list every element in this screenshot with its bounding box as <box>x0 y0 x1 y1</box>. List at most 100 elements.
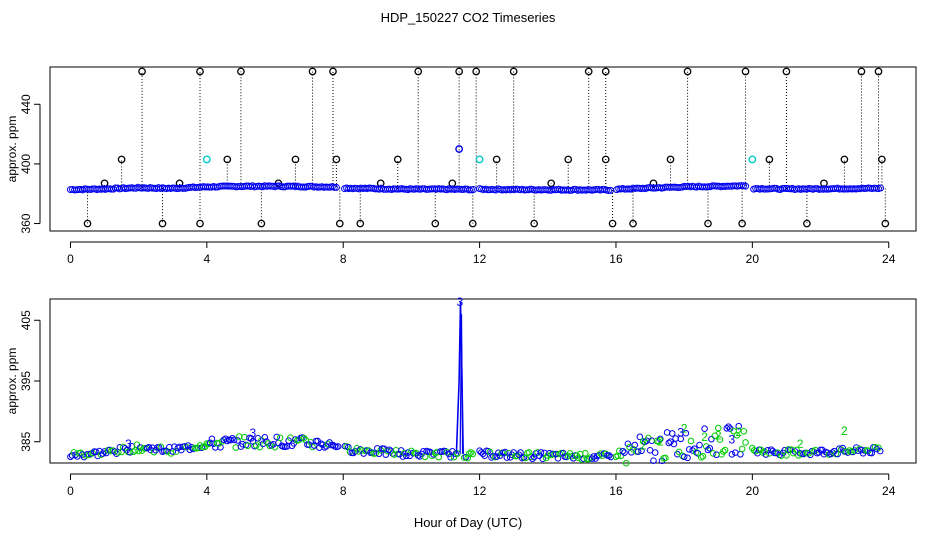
data-point <box>252 442 260 449</box>
spike-point <box>196 67 204 76</box>
data-point <box>720 448 727 455</box>
data-point <box>636 433 644 441</box>
data-point <box>629 445 637 453</box>
data-point <box>622 459 630 467</box>
spike-point <box>881 219 890 228</box>
spike-point <box>332 155 341 164</box>
data-point <box>230 436 238 444</box>
data-point <box>85 451 93 459</box>
spike-point <box>629 219 637 228</box>
data-point <box>730 427 737 435</box>
data-point <box>177 446 185 454</box>
data-point <box>708 435 715 443</box>
data-point <box>402 452 410 460</box>
highlight-point <box>748 155 757 164</box>
data-point <box>527 453 535 461</box>
data-point <box>651 449 659 456</box>
data-point <box>503 454 511 461</box>
spike-point <box>492 155 501 164</box>
point-label: 2 <box>715 429 722 443</box>
spike-point <box>414 67 423 76</box>
data-point <box>701 425 708 433</box>
data-point <box>467 186 475 194</box>
data-point <box>807 451 814 459</box>
spike-point <box>468 219 477 228</box>
data-point <box>450 453 458 461</box>
spike-point <box>741 67 750 76</box>
data-point <box>430 451 437 458</box>
data-point <box>703 443 710 450</box>
data-point <box>256 443 263 451</box>
data-point <box>762 451 770 458</box>
point-label: 3 <box>456 295 463 309</box>
spike-point <box>196 219 204 228</box>
y-tick-label: 360 <box>19 213 33 233</box>
data-point <box>585 455 592 463</box>
data-point <box>377 446 385 454</box>
point-label: 2 <box>841 424 848 438</box>
data-point <box>89 449 96 457</box>
chart-title: HDP_150227 CO2 Timeseries <box>381 10 556 25</box>
data-point <box>466 450 473 457</box>
data-point <box>631 441 639 449</box>
data-point <box>721 446 729 454</box>
data-point <box>421 453 429 461</box>
data-point <box>537 449 545 456</box>
point-label: 3 <box>729 432 736 446</box>
data-point <box>692 448 700 456</box>
data-point <box>334 443 342 450</box>
data-point <box>735 422 743 430</box>
point-label: 2 <box>701 430 708 444</box>
data-point <box>656 435 664 443</box>
spike-point <box>393 155 402 164</box>
spike-point <box>683 67 692 76</box>
spike-point <box>704 219 712 228</box>
data-point <box>227 436 235 444</box>
y-tick-label: 400 <box>19 154 33 174</box>
data-point <box>317 440 325 447</box>
data-point <box>677 435 685 443</box>
data-point <box>696 441 703 449</box>
data-point <box>92 448 100 456</box>
data-point <box>77 449 84 457</box>
data-point <box>682 429 690 437</box>
plot-frame <box>49 66 917 232</box>
data-point <box>309 443 316 451</box>
data-point <box>464 454 471 462</box>
spike-point <box>158 219 167 228</box>
y-axis-label: approx. ppm <box>5 116 19 183</box>
data-point <box>675 448 683 456</box>
plot-frame <box>49 298 917 464</box>
data-point <box>184 442 192 449</box>
data-point <box>263 438 270 445</box>
data-point <box>621 449 628 456</box>
spike-point <box>738 219 746 228</box>
data-point <box>517 449 524 456</box>
x-axis-label: Hour of Day (UTC) <box>414 515 522 530</box>
highlight-point <box>455 145 464 153</box>
x-tick-label: 20 <box>746 252 760 266</box>
data-point <box>687 437 695 445</box>
data-point <box>493 453 500 460</box>
spike-point <box>601 67 610 76</box>
y-tick-label: 385 <box>19 431 33 451</box>
x-tick-label: 24 <box>882 252 896 266</box>
data-point <box>875 444 882 452</box>
data-point <box>737 450 744 458</box>
data-point <box>345 443 352 451</box>
data-point <box>467 449 475 456</box>
spike-point <box>335 219 344 228</box>
data-point <box>868 449 875 457</box>
spike-point <box>472 67 481 76</box>
data-point <box>602 450 610 458</box>
point-label: 2 <box>681 421 688 435</box>
spike-point <box>857 67 866 76</box>
data-point <box>742 182 750 190</box>
data-point <box>399 453 407 460</box>
highlight-point <box>202 155 211 164</box>
data-point <box>662 454 669 462</box>
spike-point <box>765 155 774 164</box>
data-point <box>273 433 281 441</box>
data-point <box>375 450 383 458</box>
